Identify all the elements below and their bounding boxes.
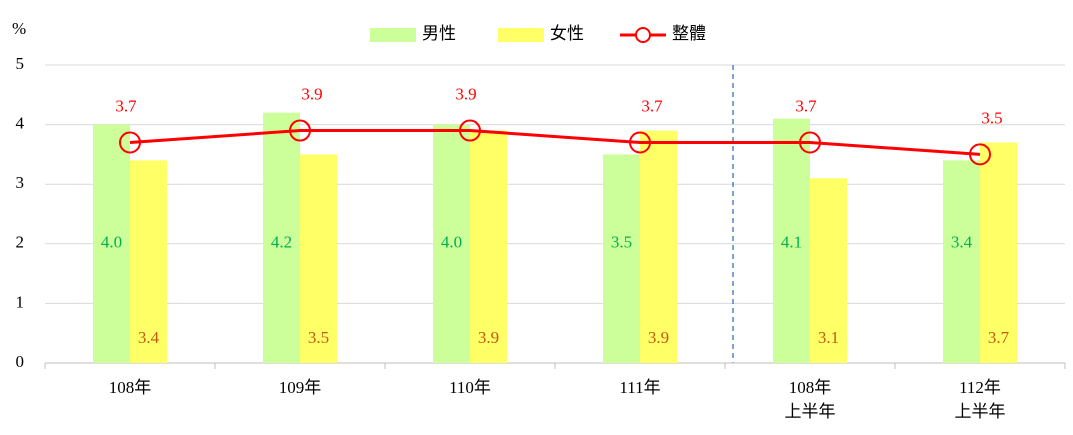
x-tick-label: 108年 — [108, 378, 152, 397]
legend-marker — [635, 27, 651, 43]
legend-swatch — [498, 28, 544, 42]
bar — [943, 160, 980, 363]
y-axis-label: % — [12, 19, 26, 38]
bar — [300, 154, 337, 363]
x-tick-label: 111年 — [619, 378, 661, 397]
bar — [470, 130, 507, 363]
value-label: 4.2 — [271, 233, 292, 252]
value-label: 4.0 — [101, 233, 122, 252]
legend-label: 女性 — [550, 24, 584, 43]
value-label: 3.5 — [981, 108, 1002, 127]
legend-label: 男性 — [422, 24, 456, 43]
value-label: 3.5 — [308, 328, 329, 347]
legend-swatch — [370, 28, 416, 42]
line-marker — [119, 131, 141, 154]
bar — [810, 178, 847, 363]
line-marker — [459, 119, 481, 142]
value-label: 3.5 — [611, 233, 632, 252]
y-tick-label: 3 — [16, 173, 25, 192]
y-tick-label: 5 — [16, 54, 25, 73]
value-label: 3.9 — [648, 328, 669, 347]
value-label: 3.9 — [455, 84, 476, 103]
x-tick-label: 108年 上半年 — [784, 378, 836, 421]
value-label: 4.1 — [781, 233, 802, 252]
value-label: 3.7 — [988, 328, 1010, 347]
bar — [773, 118, 810, 363]
y-tick-label: 4 — [16, 114, 25, 133]
line — [129, 129, 981, 156]
value-label: 3.4 — [951, 233, 973, 252]
value-label: 3.4 — [138, 328, 160, 347]
bar — [433, 124, 470, 363]
y-tick-label: 2 — [16, 233, 25, 252]
bar — [130, 160, 167, 363]
value-label: 3.7 — [795, 96, 817, 115]
value-label: 3.7 — [115, 96, 137, 115]
value-label: 3.9 — [478, 328, 499, 347]
line-marker — [799, 131, 821, 154]
value-label: 3.7 — [641, 96, 663, 115]
y-tick-label: 0 — [16, 352, 25, 371]
x-tick-label: 109年 — [278, 378, 322, 397]
value-label: 3.1 — [818, 328, 839, 347]
line-marker — [629, 131, 651, 154]
y-tick-label: 1 — [16, 292, 25, 311]
bar — [980, 142, 1017, 363]
value-label: 3.9 — [301, 84, 322, 103]
line-marker — [289, 119, 311, 142]
legend-label: 整體 — [672, 24, 706, 43]
bar — [93, 124, 130, 363]
bar — [263, 112, 300, 364]
line-marker — [969, 143, 991, 166]
x-tick-label: 110年 — [449, 378, 491, 397]
bar — [603, 154, 640, 363]
bar — [640, 130, 677, 363]
value-label: 4.0 — [441, 233, 462, 252]
x-tick-label: 112年 上半年 — [954, 378, 1006, 421]
